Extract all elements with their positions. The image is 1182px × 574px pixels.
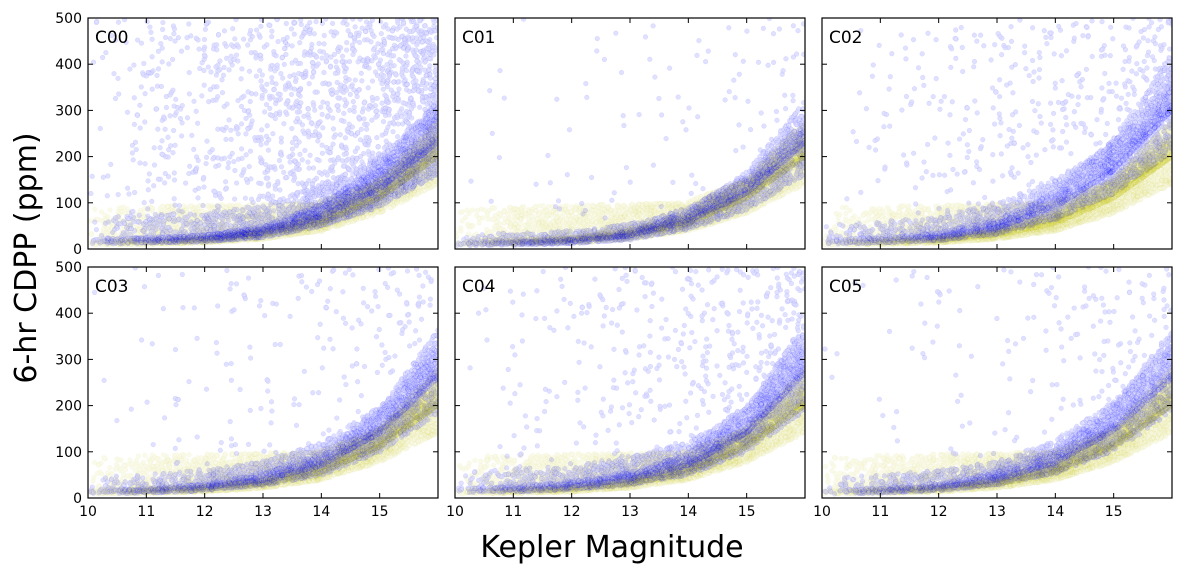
x-tick-label: 12 [563,504,581,520]
x-axis-title: Kepler Magnitude [480,530,743,565]
y-tick-label: 400 [55,306,82,322]
x-tick-label: 10 [79,504,97,520]
y-tick-label: 300 [55,352,82,368]
panel-label: C02 [829,28,863,48]
panel-label: C00 [95,28,129,48]
panel-c04: 10 11 12 13 14 15 C04 [446,265,807,520]
x-tick-label: 14 [679,504,697,520]
y-tick-label: 100 [55,445,82,461]
panels-group: 0 100 200 300 400 500 C00 C01 C02 0 100 200 300 400 50… [55,11,1174,520]
y-tick-label: 100 [55,196,82,212]
x-tick-label: 11 [137,504,155,520]
x-tick-label: 11 [871,504,889,520]
panel-c05: 10 11 12 13 14 15 C05 [813,265,1174,520]
x-tick-label: 14 [312,504,330,520]
y-tick-label: 300 [55,103,82,119]
x-tick-label: 10 [446,504,464,520]
y-axis-title: 6-hr CDPP (ppm) [9,132,44,383]
y-tick-label: 500 [55,260,82,276]
y-tick-label: 0 [73,242,82,258]
y-tick-label: 500 [55,11,82,27]
x-tick-label: 12 [196,504,214,520]
panel-label: C03 [95,277,129,297]
y-tick-label: 400 [55,57,82,73]
panel-c01: C01 [454,16,808,249]
x-tick-label: 13 [988,504,1006,520]
y-tick-label: 200 [55,399,82,415]
panel-c00: 0 100 200 300 400 500 C00 [55,11,440,258]
panel-label: C05 [829,277,863,297]
x-tick-label: 15 [738,504,756,520]
x-tick-label: 11 [504,504,522,520]
x-tick-label: 10 [813,504,831,520]
x-tick-label: 15 [1105,504,1123,520]
panel-c02: C02 [820,16,1174,249]
x-tick-label: 13 [254,504,272,520]
panel-label: C01 [462,28,496,48]
panel-label: C04 [462,277,496,297]
x-tick-label: 14 [1046,504,1064,520]
x-tick-label: 13 [621,504,639,520]
x-tick-label: 15 [371,504,389,520]
y-tick-label: 200 [55,150,82,166]
x-tick-label: 12 [930,504,948,520]
